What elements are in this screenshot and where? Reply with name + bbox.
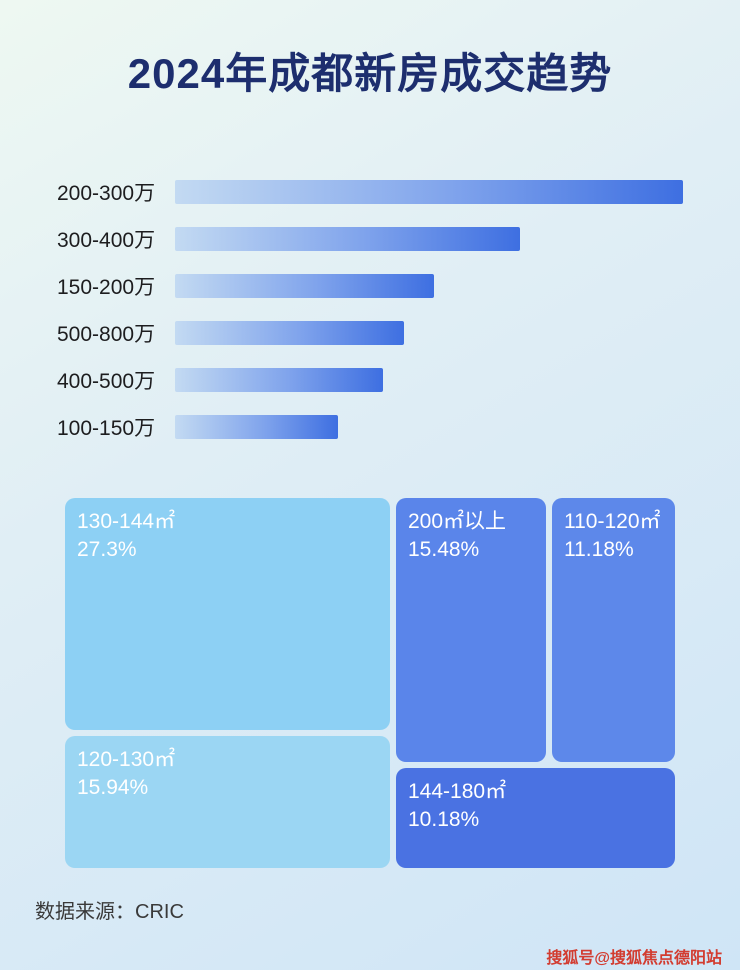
bar-track — [175, 321, 683, 345]
bar-category-label: 400-500万 — [57, 370, 156, 393]
bar-track — [175, 227, 683, 251]
treemap-block: 200㎡以上 15.48% — [396, 498, 546, 762]
bar-track — [175, 180, 683, 204]
price-range-bar-chart: 200-300万 300-400万 150-200万 500-800万 400-… — [57, 180, 683, 462]
bar-row: 200-300万 — [57, 180, 683, 205]
bar-row: 100-150万 — [57, 415, 683, 440]
bar-fill — [175, 321, 404, 345]
bar-track — [175, 368, 683, 392]
treemap-block-value: 15.94% — [77, 776, 149, 800]
treemap-block: 130-144㎡ 27.3% — [65, 498, 390, 730]
bar-track — [175, 415, 683, 439]
treemap-block-label: 200㎡以上 — [408, 510, 507, 533]
data-source-note: 数据来源：CRIC — [35, 901, 184, 923]
bar-fill — [175, 415, 338, 439]
treemap-block-value: 15.48% — [408, 538, 480, 562]
bar-fill — [175, 180, 683, 204]
treemap-block-value: 10.18% — [408, 808, 480, 832]
treemap-block: 110-120㎡ 11.18% — [552, 498, 675, 762]
bar-category-label: 100-150万 — [57, 417, 156, 440]
bar-category-label: 200-300万 — [57, 182, 156, 205]
page-title: 2024年成都新房成交趋势 — [127, 50, 613, 97]
bar-track — [175, 274, 683, 298]
treemap-block-label: 110-120㎡ — [564, 510, 661, 533]
bar-row: 150-200万 — [57, 274, 683, 299]
treemap-block-value: 27.3% — [77, 538, 137, 562]
watermark-text: 搜狐号@搜狐焦点德阳站 — [546, 950, 722, 967]
bar-category-label: 300-400万 — [57, 229, 156, 252]
area-share-treemap: 130-144㎡ 27.3% 200㎡以上 15.48% 110-120㎡ 11… — [65, 498, 675, 868]
bar-category-label: 500-800万 — [57, 323, 156, 346]
treemap-block-label: 120-130㎡ — [77, 748, 176, 771]
bar-row: 500-800万 — [57, 321, 683, 346]
bar-row: 300-400万 — [57, 227, 683, 252]
bar-row: 400-500万 — [57, 368, 683, 393]
treemap-block-label: 144-180㎡ — [408, 780, 507, 803]
bar-fill — [175, 227, 521, 251]
treemap-block: 120-130㎡ 15.94% — [65, 736, 390, 868]
treemap-block: 144-180㎡ 10.18% — [396, 768, 675, 868]
treemap-block-label: 130-144㎡ — [77, 510, 176, 533]
bar-fill — [175, 368, 384, 392]
treemap-block-value: 11.18% — [564, 538, 634, 562]
bar-category-label: 150-200万 — [57, 276, 156, 299]
bar-fill — [175, 274, 435, 298]
